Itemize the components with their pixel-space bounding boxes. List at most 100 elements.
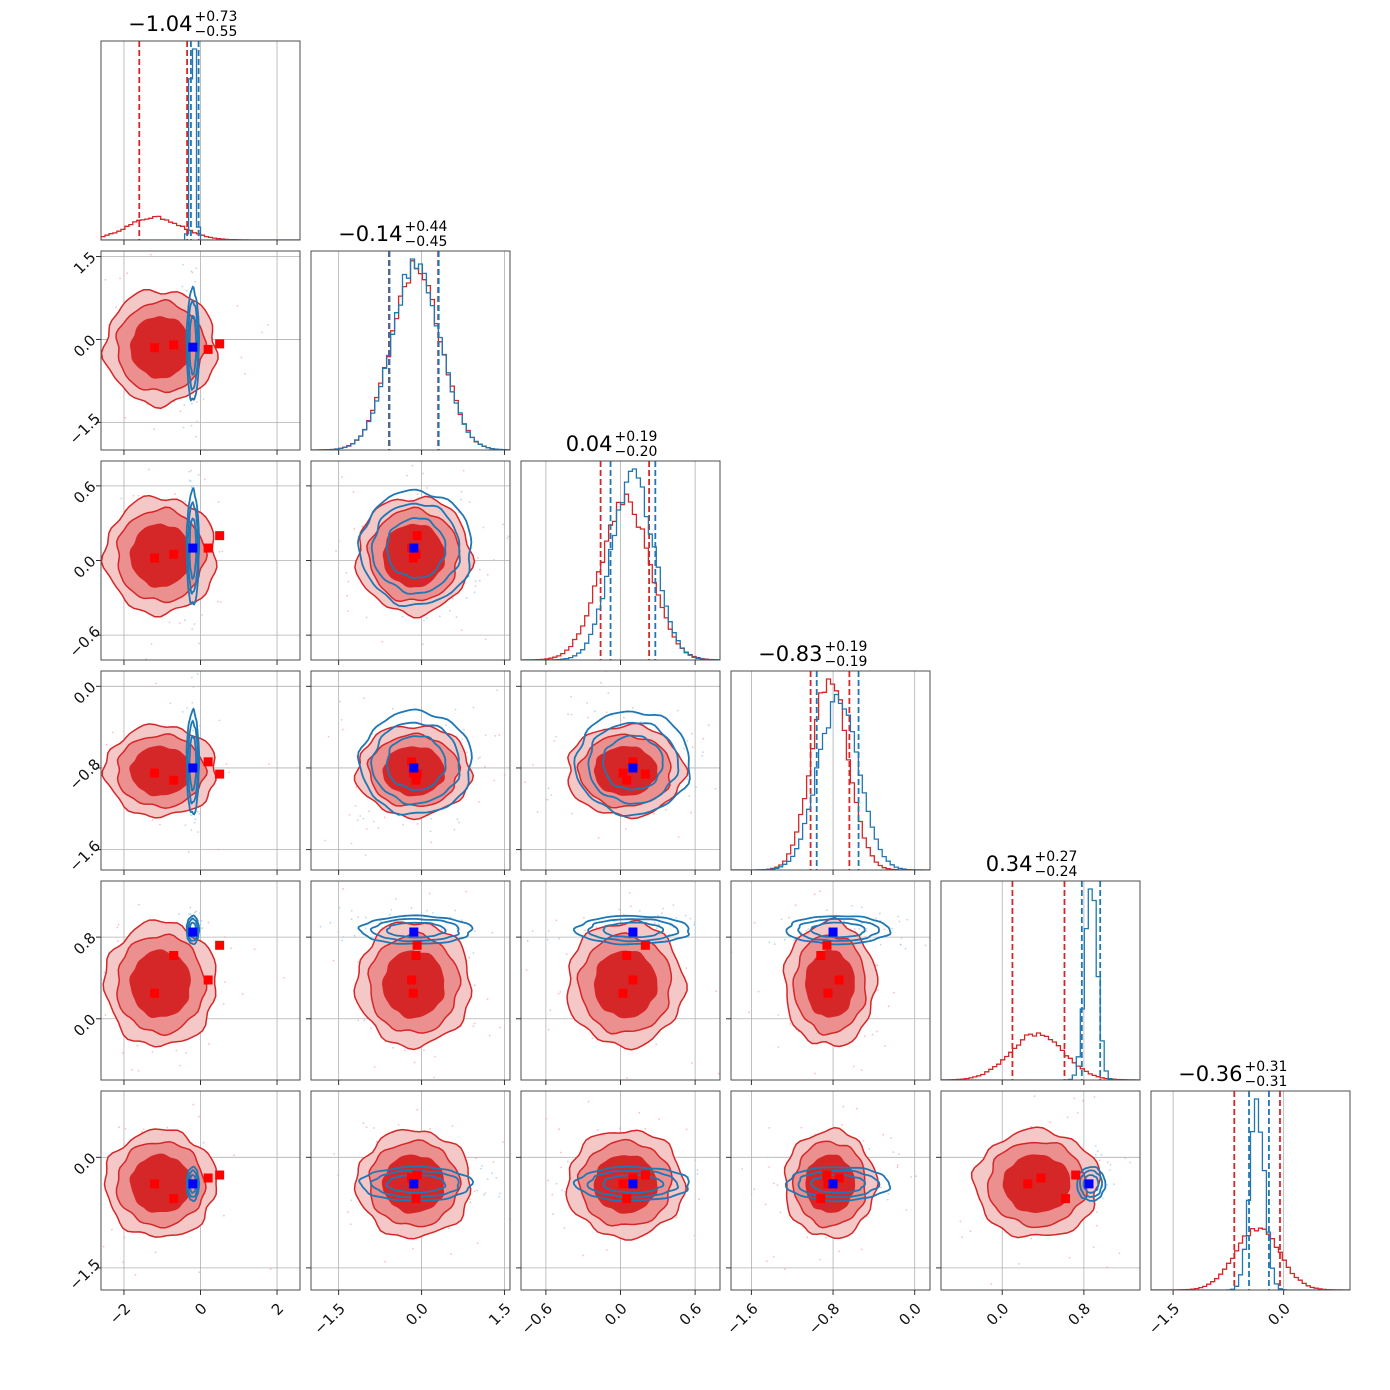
sample-point <box>546 938 549 941</box>
contour-blue <box>356 488 473 608</box>
panel-frame <box>1150 1090 1351 1291</box>
sample-point <box>877 989 879 991</box>
x-tick-label: 2 <box>268 1300 287 1319</box>
sample-point <box>192 729 194 732</box>
sample-point <box>725 943 727 945</box>
sample-point <box>169 1065 171 1067</box>
sample-point <box>825 909 828 912</box>
sample-point <box>190 270 193 273</box>
sample-point <box>357 961 359 964</box>
panel-content <box>101 41 300 240</box>
sample-point <box>672 904 675 906</box>
panel-content <box>941 881 1140 1080</box>
truth-marker-red <box>412 531 422 541</box>
sample-point <box>776 1184 779 1186</box>
sample-point <box>498 1195 500 1198</box>
sample-point <box>361 525 364 528</box>
sample-point <box>492 1161 495 1163</box>
sample-point <box>764 1203 767 1206</box>
sample-point <box>469 1201 472 1204</box>
sample-point <box>342 936 345 938</box>
sample-point <box>445 928 448 931</box>
sample-point <box>337 540 340 542</box>
sample-point <box>677 709 679 712</box>
sample-point <box>661 912 663 915</box>
sample-point <box>332 959 335 962</box>
sample-point <box>200 927 203 930</box>
sample-point <box>375 1140 378 1143</box>
sample-point <box>372 820 375 823</box>
sample-point <box>1118 1252 1121 1255</box>
sample-point <box>415 1060 417 1062</box>
sample-point <box>440 928 443 931</box>
sample-point <box>473 1190 476 1192</box>
truth-marker-red <box>1061 1194 1071 1204</box>
sample-point <box>184 500 187 503</box>
truth-marker-red <box>407 975 417 985</box>
sample-point <box>430 817 433 820</box>
sample-point <box>77 624 79 626</box>
sample-point <box>838 1250 840 1253</box>
sample-point <box>341 728 344 731</box>
sample-point <box>217 848 220 851</box>
sample-point <box>347 610 350 612</box>
sample-point <box>448 609 451 612</box>
sample-point <box>446 697 448 699</box>
sample-point <box>605 711 608 714</box>
sample-point <box>190 486 193 488</box>
sample-point <box>388 913 391 916</box>
sample-point <box>428 892 431 895</box>
sample-point <box>897 915 899 918</box>
sample-point <box>587 1100 590 1103</box>
sample-point <box>482 1194 485 1196</box>
sample-point <box>150 643 153 645</box>
sample-point <box>600 681 602 684</box>
sample-point <box>99 819 101 821</box>
x-tick-label: 0.8 <box>1065 1300 1095 1330</box>
sample-point <box>191 676 193 679</box>
sample-point <box>327 735 330 738</box>
contour-blue <box>185 1165 201 1203</box>
sample-point <box>753 1188 756 1191</box>
sample-point <box>694 1159 697 1162</box>
sample-point <box>702 737 704 740</box>
x-tick-label: −2 <box>106 1300 134 1328</box>
sample-point <box>478 801 480 803</box>
sample-point <box>861 906 863 909</box>
sample-point <box>240 356 243 359</box>
sample-point <box>118 1126 120 1129</box>
sample-point <box>603 1087 605 1089</box>
sample-point <box>194 818 197 821</box>
sample-point <box>102 1245 105 1248</box>
sample-point <box>653 922 656 924</box>
panel-content <box>731 1091 930 1290</box>
panel-content <box>521 461 720 660</box>
histogram-blue <box>101 48 300 240</box>
sample-point <box>558 1128 560 1131</box>
sample-point <box>750 1193 753 1196</box>
sample-point <box>359 815 362 817</box>
sample-point <box>468 956 470 959</box>
sample-point <box>547 930 550 932</box>
sample-point <box>1066 1116 1069 1119</box>
sample-point <box>563 1190 566 1193</box>
x-tick-label: 0.0 <box>895 1300 925 1330</box>
sample-point <box>990 1283 993 1285</box>
sample-point <box>499 1026 502 1029</box>
sample-point <box>190 469 193 472</box>
y-tick-label: −0.8 <box>66 755 104 793</box>
sample-point <box>472 1025 475 1027</box>
sample-point <box>768 941 771 944</box>
sample-point <box>426 487 428 489</box>
sample-point <box>183 404 186 407</box>
sample-point <box>571 812 573 815</box>
sample-point <box>484 765 486 768</box>
sample-point <box>735 1197 737 1199</box>
sample-point <box>552 1213 554 1216</box>
truth-marker-red <box>618 988 628 998</box>
sample-point <box>484 638 487 641</box>
sample-point <box>486 998 489 1000</box>
sample-point <box>445 724 447 727</box>
sample-point <box>1094 1153 1097 1156</box>
sample-point <box>887 1192 890 1195</box>
